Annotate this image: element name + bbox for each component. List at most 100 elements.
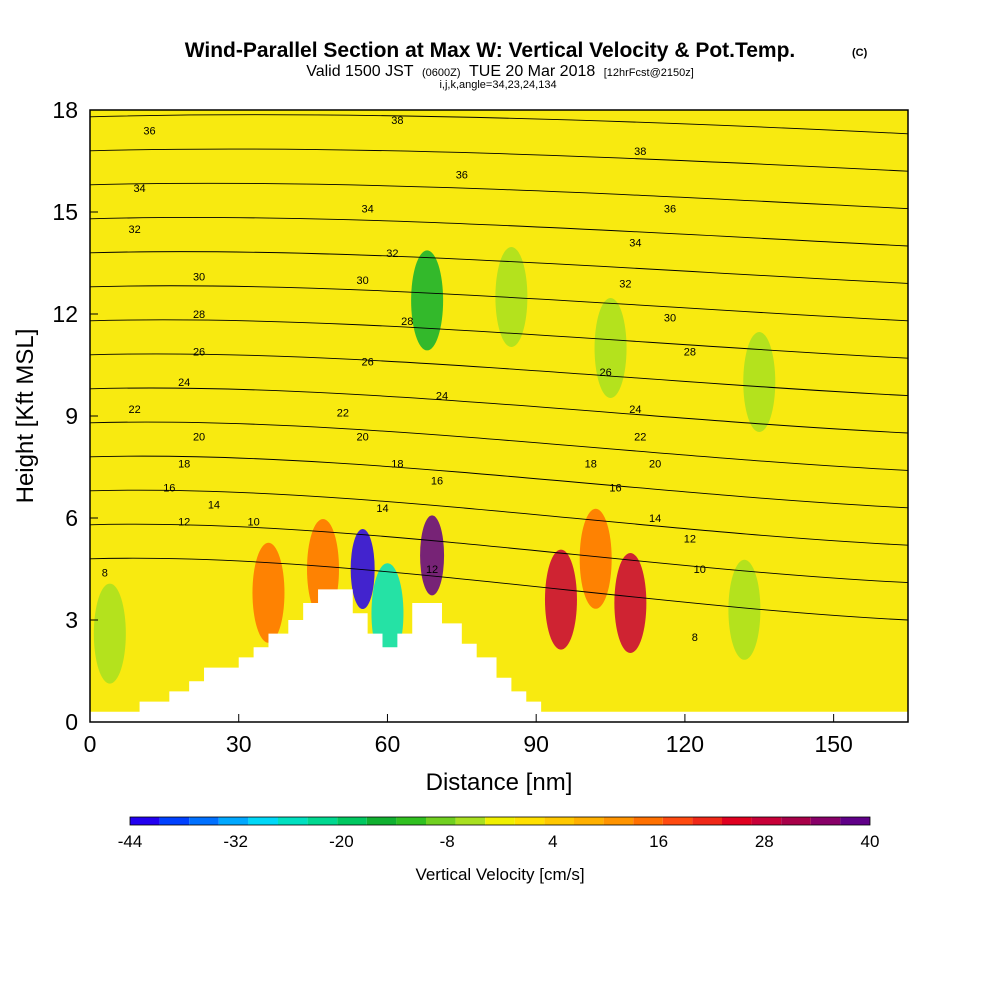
colorbar-tick-label: 4 bbox=[548, 832, 557, 851]
chart-indices: i,j,k,angle=34,23,24,134 bbox=[439, 79, 556, 91]
theta-contour bbox=[90, 557, 908, 621]
contour-label: 28 bbox=[401, 316, 413, 328]
colorbar-tick-label: -44 bbox=[118, 832, 143, 851]
velocity-cell bbox=[743, 332, 776, 432]
subtitle-forecast: [12hrFcst@2150z] bbox=[604, 67, 694, 79]
contour-label: 36 bbox=[143, 125, 155, 137]
colorbar-swatch bbox=[278, 817, 308, 825]
contour-label: 12 bbox=[684, 533, 696, 545]
contour-label: 34 bbox=[629, 238, 641, 250]
theta-contours bbox=[90, 10, 908, 621]
colorbar-swatch bbox=[692, 817, 722, 825]
colorbar-swatch bbox=[485, 817, 515, 825]
y-tick-label: 0 bbox=[65, 709, 78, 735]
contour-label: 14 bbox=[649, 513, 661, 525]
theta-contour bbox=[90, 10, 908, 21]
theta-contour bbox=[90, 319, 908, 359]
x-axis-label: Distance [nm] bbox=[426, 769, 573, 796]
y-tick-label: 15 bbox=[52, 199, 78, 225]
contour-label: 26 bbox=[193, 346, 205, 358]
y-axis-label: Height [Kft MSL] bbox=[12, 329, 39, 504]
colorbar-swatch bbox=[662, 817, 693, 825]
colorbar-tick-label: -8 bbox=[440, 832, 455, 851]
y-tick-label: 6 bbox=[65, 505, 78, 531]
contour-label: 10 bbox=[247, 516, 259, 528]
colorbar bbox=[129, 816, 871, 826]
colorbar-ticks: -44 -32 -20 -8 4 16 28 40 bbox=[118, 832, 880, 851]
y-tick-label: 12 bbox=[52, 301, 78, 327]
colorbar-swatch bbox=[751, 817, 782, 825]
x-tick-label: 90 bbox=[523, 731, 549, 757]
colorbar-swatch bbox=[455, 817, 486, 825]
y-tick-label: 9 bbox=[65, 403, 78, 429]
colorbar-swatch bbox=[514, 817, 545, 825]
velocity-cell bbox=[350, 529, 375, 609]
colorbar-swatch bbox=[396, 817, 426, 825]
x-tick-label: 0 bbox=[84, 731, 97, 757]
colorbar-tick-label: 40 bbox=[861, 832, 880, 851]
colorbar-swatch bbox=[130, 817, 160, 825]
velocity-cell bbox=[614, 553, 647, 653]
contour-label: 32 bbox=[386, 248, 398, 260]
contour-label: 34 bbox=[361, 204, 373, 216]
colorbar-swatch bbox=[337, 817, 367, 825]
contour-label: 32 bbox=[619, 278, 631, 290]
contour-label: 8 bbox=[692, 632, 698, 644]
colorbar-swatch bbox=[248, 817, 278, 825]
theta-contour bbox=[90, 421, 908, 471]
theta-contour bbox=[90, 251, 908, 284]
contour-label: 12 bbox=[426, 564, 438, 576]
plot-area: 36 38 38 34 36 36 32 34 34 32 32 30 30 30 28 28 28 26 26 26… bbox=[90, 10, 908, 722]
contour-label: 8 bbox=[102, 567, 108, 579]
colorbar-swatch bbox=[574, 817, 604, 825]
velocity-cell bbox=[93, 583, 126, 684]
contour-label: 14 bbox=[208, 499, 220, 511]
contour-label: 36 bbox=[664, 204, 676, 216]
x-tick-label: 120 bbox=[666, 731, 704, 757]
colorbar-swatch bbox=[366, 817, 397, 825]
theta-contour bbox=[90, 387, 908, 434]
theta-contour bbox=[90, 182, 908, 210]
contour-label: 26 bbox=[599, 367, 611, 379]
contour-label: 20 bbox=[649, 459, 661, 471]
colorbar-swatch bbox=[426, 817, 456, 825]
contour-label: 38 bbox=[634, 146, 646, 158]
theta-contour bbox=[90, 216, 908, 247]
contour-label: 20 bbox=[357, 431, 369, 443]
contour-label: 36 bbox=[456, 170, 468, 182]
colorbar-swatch bbox=[810, 817, 841, 825]
velocity-cell bbox=[579, 508, 612, 609]
theta-contour bbox=[90, 353, 908, 397]
y-axis: 0 3 6 9 12 15 18 bbox=[52, 97, 98, 735]
velocity-cell bbox=[544, 549, 577, 650]
colorbar-frame bbox=[129, 816, 871, 826]
contour-label: 26 bbox=[361, 357, 373, 369]
contour-label: 22 bbox=[337, 408, 349, 420]
theta-contour bbox=[90, 489, 908, 546]
velocity-cell bbox=[411, 250, 444, 351]
x-tick-label: 30 bbox=[226, 731, 252, 757]
x-axis: 0 30 60 90 120 150 bbox=[84, 714, 853, 757]
velocity-field bbox=[93, 247, 776, 684]
contour-label: 16 bbox=[609, 482, 621, 494]
contour-label: 24 bbox=[436, 391, 448, 403]
colorbar-swatch bbox=[603, 817, 634, 825]
colorbar-tick-label: -32 bbox=[223, 832, 248, 851]
x-tick-label: 150 bbox=[814, 731, 852, 757]
contour-label: 24 bbox=[178, 377, 190, 389]
colorbar-tick-label: 28 bbox=[755, 832, 774, 851]
colorbar-swatch bbox=[781, 817, 811, 825]
contour-label: 14 bbox=[376, 503, 388, 515]
title-unit: (C) bbox=[852, 47, 868, 59]
subtitle-zulu: (0600Z) bbox=[422, 67, 461, 79]
theta-contour bbox=[90, 114, 908, 135]
velocity-cell bbox=[420, 515, 445, 596]
contour-label: 22 bbox=[634, 431, 646, 443]
contour-label: 10 bbox=[694, 564, 706, 576]
colorbar-swatch bbox=[159, 817, 190, 825]
contour-label: 38 bbox=[391, 115, 403, 127]
contour-label: 30 bbox=[357, 275, 369, 287]
colorbar-tick-label: 16 bbox=[649, 832, 668, 851]
contour-label: 18 bbox=[178, 459, 190, 471]
contour-label: 16 bbox=[431, 476, 443, 488]
